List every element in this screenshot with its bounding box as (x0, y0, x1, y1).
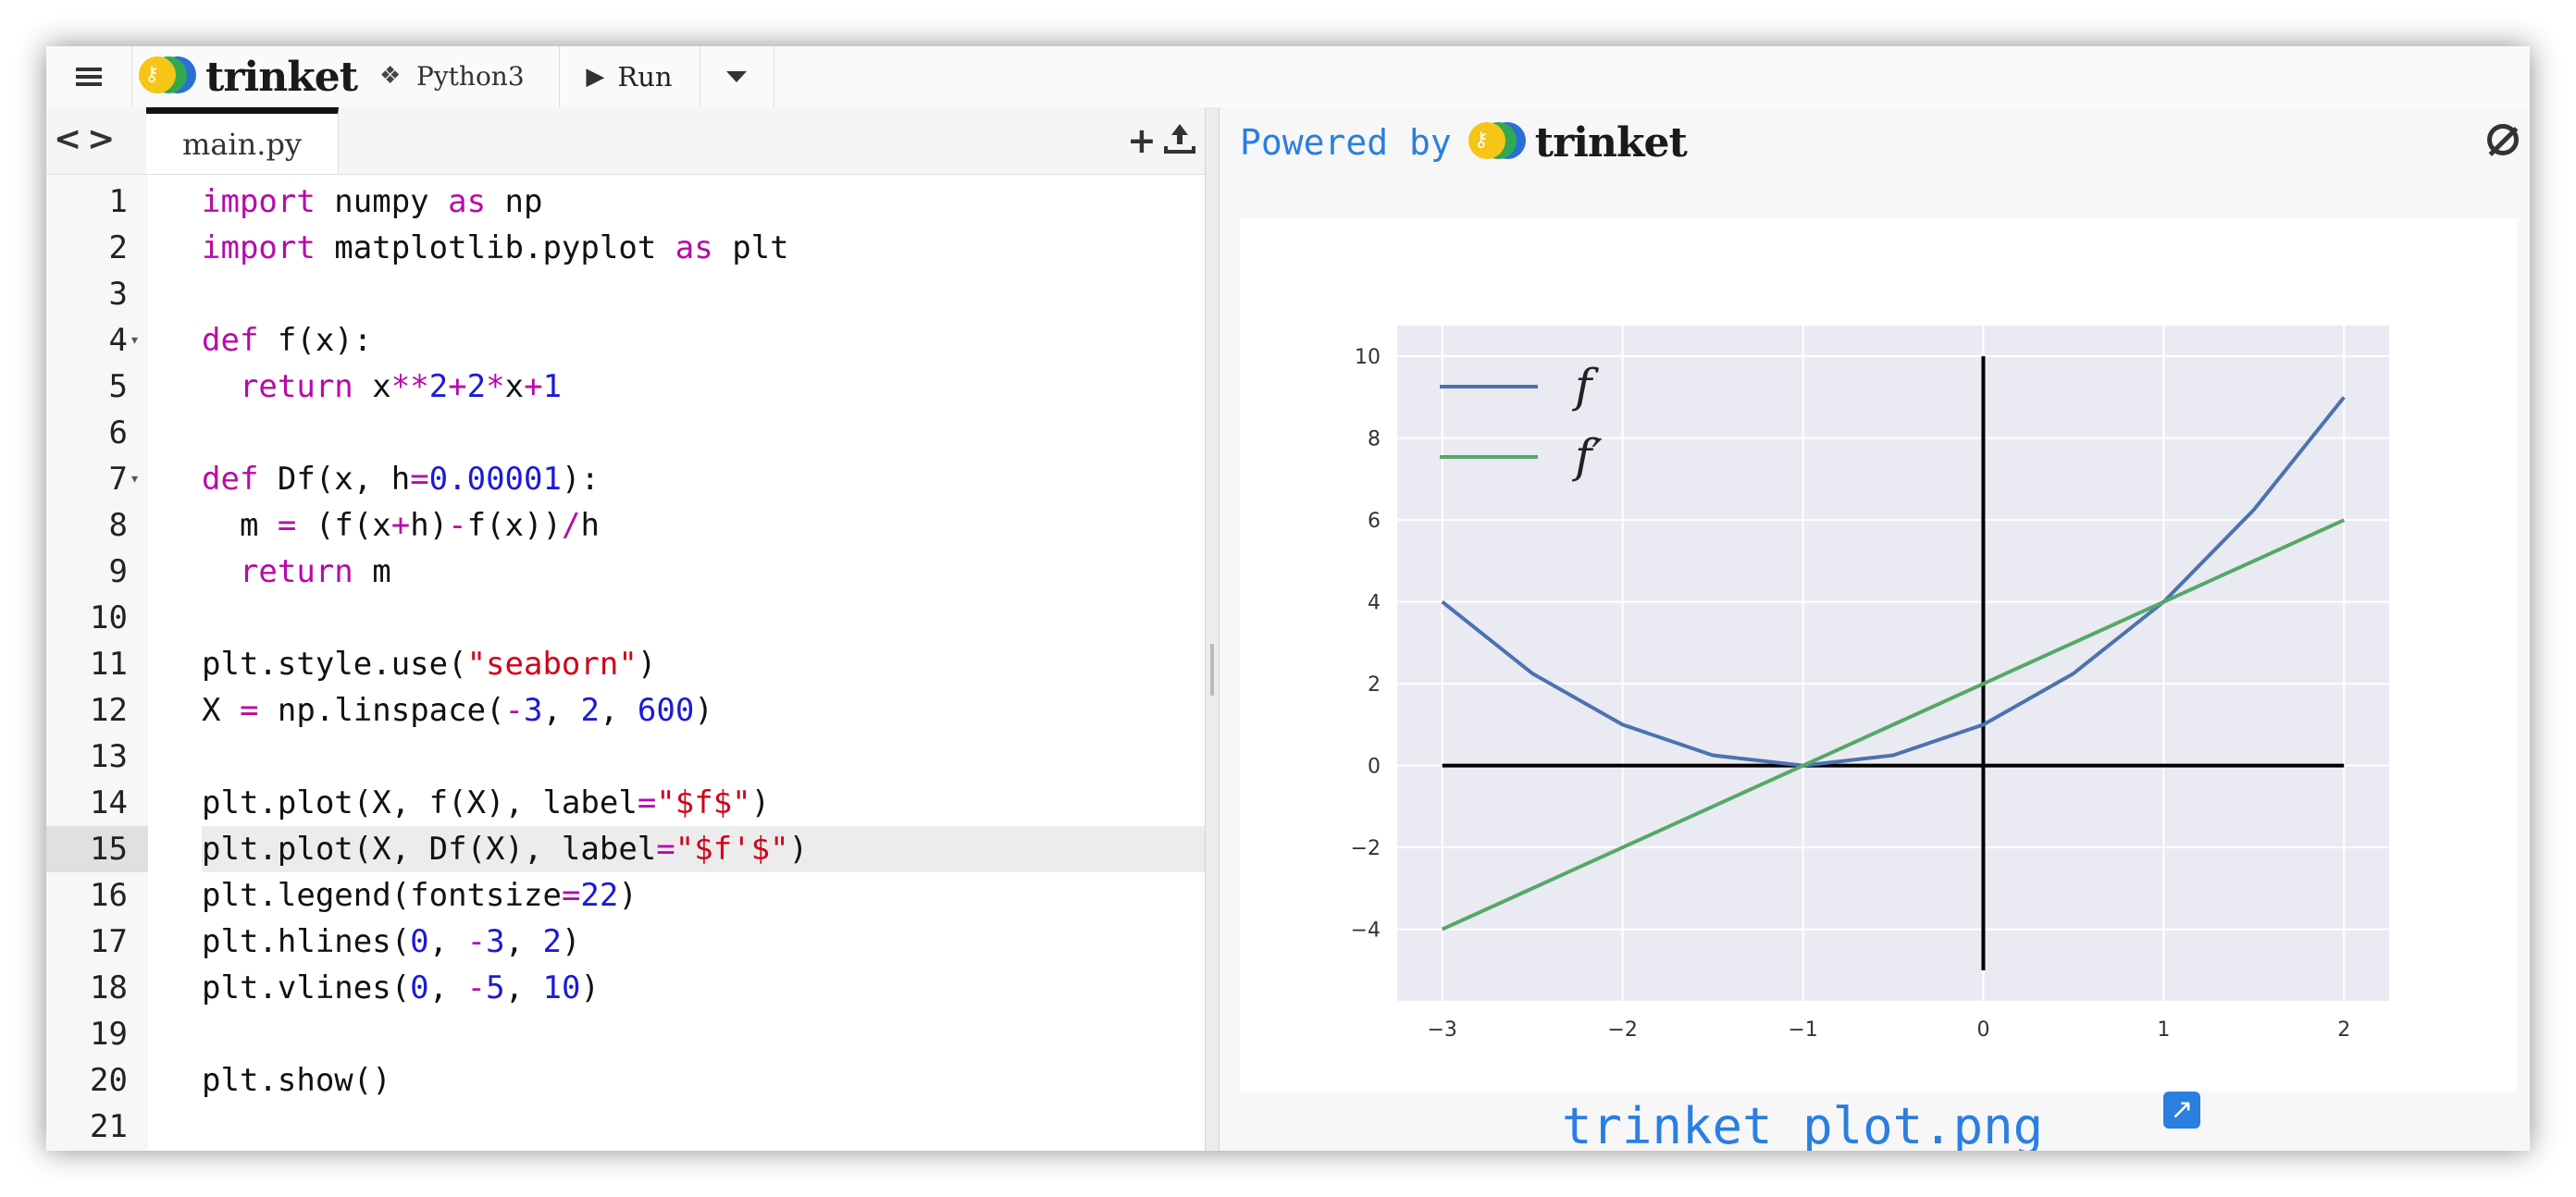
run-options-dropdown[interactable] (700, 46, 774, 107)
chevron-down-icon (726, 71, 747, 82)
line-number: 8 (108, 507, 128, 544)
line-number: 7 ▾ (108, 461, 139, 498)
upload-icon[interactable] (1164, 124, 1195, 155)
code-line[interactable]: plt.plot(X, f(X), label="$f$") (202, 784, 771, 821)
code-line[interactable]: X = np.linspace(-3, 2, 600) (202, 692, 713, 729)
plot-file-link[interactable]: trinket_plot.png (1562, 1097, 2044, 1151)
x-tick-label: 0 (1976, 1018, 1989, 1042)
code-line[interactable] (202, 734, 1205, 780)
code-line[interactable] (202, 1011, 1205, 1057)
y-tick-label: 6 (1368, 510, 1381, 533)
y-tick-label: 0 (1368, 756, 1381, 779)
hamburger-menu-button[interactable] (46, 46, 131, 107)
y-tick-label: 2 (1368, 673, 1381, 697)
x-tick-label: −1 (1788, 1018, 1817, 1042)
x-tick-label: −2 (1607, 1018, 1637, 1042)
file-tab-main[interactable]: main.py (146, 107, 339, 174)
code-line[interactable]: def Df(x, h=0.00001): (202, 461, 600, 498)
hamburger-icon (76, 64, 102, 90)
line-number-gutter: 1 2 3 4 ▾ 5 6 7 ▾ 8 9 10 11 12 13 14 15 16 17 18 19 20 21 (46, 175, 148, 1151)
code-line[interactable]: plt.legend(fontsize=22) (202, 877, 638, 914)
y-tick-label: 8 (1368, 428, 1381, 451)
pane-splitter[interactable] (1205, 107, 1220, 1151)
line-number: 15 (46, 826, 148, 872)
powered-by-label: Powered by (1240, 122, 1452, 163)
output-pane: Powered by ⚷ trinket −3 −2 −1 0 1 2 −4 −2 0 2 4 6 8 1… (1220, 107, 2530, 1151)
code-line[interactable]: import numpy as np (202, 183, 543, 220)
run-button[interactable]: ▶ Run (559, 46, 700, 107)
brand-name: trinket (205, 53, 358, 101)
line-number: 13 (90, 738, 128, 775)
trinket-logo-icon: ⚷ (139, 56, 196, 97)
line-number: 10 (90, 599, 128, 636)
y-tick-label: 4 (1368, 592, 1381, 615)
code-line[interactable]: return x**2+2*x+1 (239, 368, 563, 405)
add-file-icon[interactable]: + (1127, 120, 1157, 161)
line-number: 19 (90, 1016, 128, 1053)
top-toolbar: ⚷ trinket ❖ Python3 ▶ Run (46, 46, 2530, 108)
code-line[interactable]: plt.vlines(0, -5, 10) (202, 969, 600, 1006)
line-number: 20 (90, 1062, 128, 1099)
line-number: 12 (90, 692, 128, 729)
line-number: 6 (108, 414, 128, 451)
line-number: 16 (90, 877, 128, 914)
series-line (1441, 518, 2346, 932)
x-tick-label: −3 (1428, 1018, 1457, 1042)
code-line[interactable]: m = (f(x+h)-f(x))/h (202, 507, 600, 544)
external-link-icon[interactable]: ↗ (2163, 1092, 2200, 1129)
line-number: 3 (108, 276, 128, 313)
line-number: 14 (90, 784, 128, 821)
trinket-logo[interactable]: ⚷ trinket (139, 52, 358, 102)
editor-pane: <> main.py + 1 2 3 4 ▾ 5 6 7 ▾ 8 9 10 11 12 13 14 15 16 17… (46, 107, 1205, 1151)
code-line[interactable] (202, 595, 1205, 641)
language-label: ❖ Python3 (379, 57, 525, 94)
powered-by-banner[interactable]: Powered by ⚷ trinket (1240, 117, 1688, 168)
powered-by-brand: trinket (1534, 118, 1688, 167)
line-number: 21 (90, 1108, 128, 1145)
play-icon: ▶ (586, 63, 605, 91)
line-number: 18 (90, 969, 128, 1006)
code-line[interactable] (202, 271, 1205, 317)
code-line[interactable]: plt.show() (202, 1062, 391, 1099)
line-number: 2 (108, 229, 128, 266)
code-line[interactable]: plt.style.use("seaborn") (202, 646, 657, 683)
y-tick-label: −2 (1351, 837, 1381, 860)
trinket-logo-icon: ⚷ (1468, 122, 1526, 163)
code-line[interactable]: def f(x): (202, 322, 373, 359)
code-toggle-icon[interactable]: <> (54, 120, 121, 158)
code-line[interactable] (202, 1104, 1205, 1150)
run-label: Run (617, 61, 673, 93)
clear-output-icon[interactable] (2487, 124, 2519, 156)
plot-background (1397, 326, 2389, 1001)
legend-label: f′ (1571, 429, 1604, 483)
trinket-app: ⚷ trinket ❖ Python3 ▶ Run <> main.py + (46, 46, 2530, 1151)
line-number: 5 (108, 368, 128, 405)
code-line[interactable]: plt.plot(X, Df(X), label="$f'$") (202, 826, 1205, 872)
plot-image: −3 −2 −1 0 1 2 −4 −2 0 2 4 6 8 10 f f′ (1240, 218, 2517, 1092)
code-line[interactable] (202, 410, 1205, 456)
file-tab-bar: <> main.py + (46, 107, 1205, 175)
line-number: 11 (90, 646, 128, 683)
series-line (1441, 396, 2346, 768)
y-tick-label: −4 (1351, 919, 1381, 943)
language-name: Python3 (416, 60, 525, 92)
x-tick-label: 2 (2337, 1018, 2350, 1042)
line-number: 4 ▾ (108, 322, 139, 359)
line-number: 17 (90, 923, 128, 960)
code-editor[interactable]: import numpy as np import matplotlib.pypl… (148, 175, 1205, 1151)
line-number: 9 (108, 553, 128, 590)
x-tick-label: 1 (2157, 1018, 2170, 1042)
code-line[interactable]: import matplotlib.pyplot as plt (202, 229, 789, 266)
line-number: 1 (108, 183, 128, 220)
code-line[interactable]: plt.hlines(0, -3, 2) (202, 923, 581, 960)
y-tick-label: 10 (1355, 346, 1381, 369)
python-icon: ❖ (379, 62, 402, 90)
file-tab-label: main.py (182, 126, 302, 162)
code-line[interactable]: return m (239, 553, 391, 590)
